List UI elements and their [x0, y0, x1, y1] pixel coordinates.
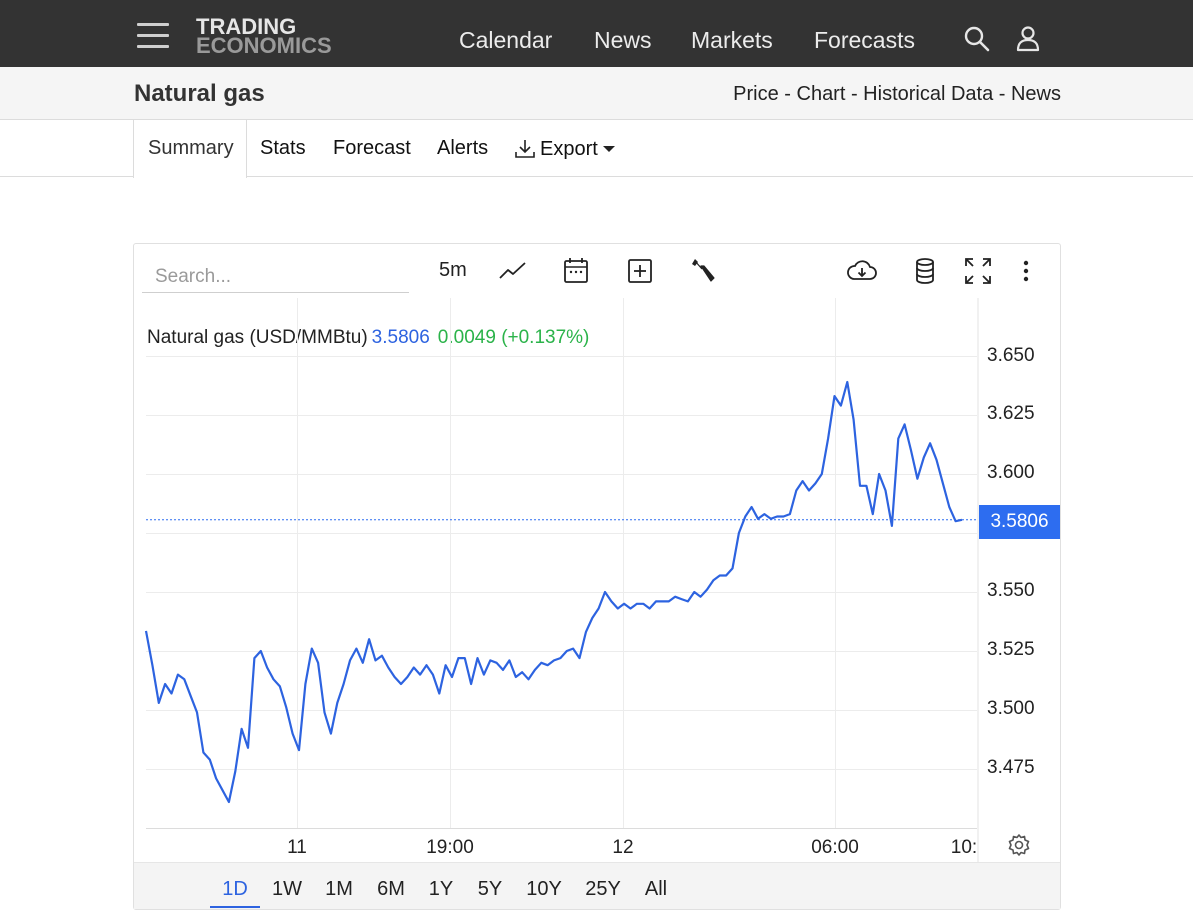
range-selector-bar — [134, 862, 1060, 909]
instrument-header: Natural gas Price - Chart - Historical D… — [0, 67, 1193, 120]
page-title: Natural gas — [134, 80, 265, 107]
line-chart-icon[interactable] — [498, 256, 528, 286]
more-options-icon[interactable] — [1017, 256, 1035, 286]
logo-line2: ECONOMICS — [196, 33, 332, 58]
tab-export[interactable]: Export — [514, 120, 616, 177]
range-25y[interactable]: 25Y — [585, 878, 621, 900]
x-tick-label: 06:00 — [811, 837, 859, 858]
search-icon[interactable] — [963, 25, 991, 53]
fullscreen-icon[interactable] — [963, 256, 993, 286]
menu-icon[interactable] — [137, 23, 169, 49]
range-1d[interactable]: 1D — [222, 878, 248, 900]
range-1y[interactable]: 1Y — [428, 878, 454, 900]
cloud-download-icon[interactable] — [846, 256, 878, 286]
nav-markets[interactable]: Markets — [691, 27, 773, 53]
price-series-line — [144, 380, 963, 804]
top-nav-bar: TRADING ECONOMICS Calendar News Markets … — [0, 0, 1193, 67]
range-6m[interactable]: 6M — [377, 878, 405, 900]
x-tick-label: 19:00 — [426, 837, 474, 858]
user-icon[interactable] — [1015, 25, 1043, 53]
settings-gear-icon[interactable] — [1007, 833, 1031, 857]
calendar-icon[interactable] — [562, 256, 590, 286]
nav-calendar[interactable]: Calendar — [459, 27, 553, 53]
active-range-indicator — [210, 906, 260, 908]
add-indicator-icon[interactable] — [626, 256, 654, 286]
chart-card — [133, 243, 1061, 910]
nav-news[interactable]: News — [594, 27, 652, 53]
tab-bar: Summary Stats Forecast Alerts Export — [0, 120, 1193, 178]
nav-forecasts[interactable]: Forecasts — [814, 27, 915, 53]
x-tick-label: 10: — [950, 837, 978, 858]
logo[interactable]: TRADING ECONOMICS — [196, 14, 332, 58]
tab-alerts[interactable]: Alerts — [437, 137, 489, 159]
interval-button[interactable]: 5m — [439, 259, 467, 281]
range-10y[interactable]: 10Y — [526, 878, 562, 900]
section-links[interactable]: Price - Chart - Historical Data - News — [733, 83, 1061, 105]
range-all[interactable]: All — [644, 878, 668, 900]
range-1w[interactable]: 1W — [272, 878, 302, 900]
range-5y[interactable]: 5Y — [477, 878, 503, 900]
database-icon[interactable] — [912, 256, 938, 286]
range-1m[interactable]: 1M — [325, 878, 353, 900]
y-tick-label: 3.500 — [987, 698, 1035, 719]
y-tick-label: 3.550 — [987, 580, 1035, 601]
last-price-tag: 3.5806 — [979, 505, 1060, 539]
y-tick-label: 3.475 — [987, 757, 1035, 778]
chart-legend: Natural gas (USD/MMBtu) 3.5806 0.0049 (+0.… — [147, 327, 589, 349]
tab-summary[interactable]: Summary — [133, 120, 247, 178]
legend-series-name: Natural gas (USD/MMBtu) — [147, 327, 368, 348]
logo-line1: TRADING — [196, 14, 297, 39]
wrench-icon[interactable] — [689, 256, 717, 286]
y-tick-label: 3.600 — [987, 462, 1035, 483]
legend-change: 0.0049 (+0.137%) — [437, 327, 590, 348]
x-tick-label: 12 — [612, 837, 634, 858]
chart-search-input[interactable] — [142, 255, 409, 292]
chart-grid — [146, 298, 977, 829]
chart-search — [142, 255, 409, 293]
tab-stats[interactable]: Stats — [260, 137, 306, 159]
y-tick-label: 3.525 — [987, 639, 1035, 660]
x-tick-label: 11 — [287, 837, 307, 858]
caret-down-icon — [602, 145, 615, 152]
legend-price: 3.5806 — [371, 327, 430, 348]
download-icon — [515, 139, 535, 158]
y-tick-label: 3.625 — [987, 403, 1035, 424]
y-tick-label: 3.650 — [987, 345, 1035, 366]
export-label: Export — [540, 137, 598, 160]
tab-forecast[interactable]: Forecast — [333, 137, 411, 159]
